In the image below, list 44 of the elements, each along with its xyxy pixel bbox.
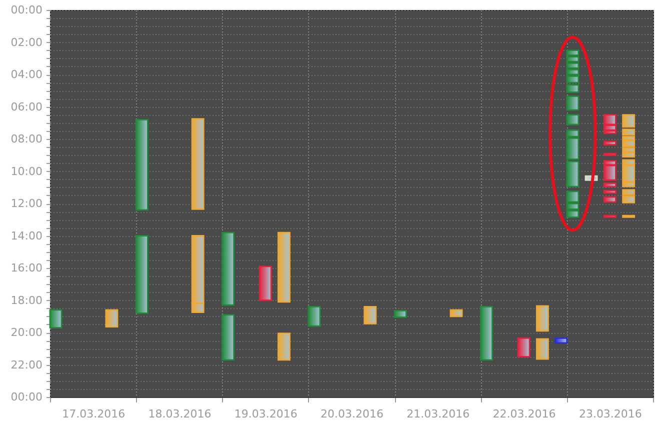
bar: [566, 96, 580, 111]
x-tick-label: 22.03.2016: [492, 408, 556, 420]
y-tick-label: 20:00: [10, 326, 42, 339]
bar: [566, 114, 580, 126]
bar: [364, 306, 377, 324]
bar: [603, 196, 616, 203]
bar: [222, 232, 235, 306]
bar: [603, 190, 616, 194]
bar: [517, 337, 530, 358]
bar: [308, 306, 321, 327]
bar: [258, 266, 272, 301]
x-tick-label: 19.03.2016: [234, 408, 298, 420]
y-tick-label: 00:00: [10, 4, 42, 16]
bar: [603, 140, 616, 146]
bar: [135, 118, 148, 211]
bar: [105, 309, 118, 328]
y-tick-label: 18:00: [10, 294, 42, 307]
bar: [450, 309, 463, 318]
y-tick-label: 16:00: [10, 262, 42, 274]
y-tick-label: 04:00: [10, 68, 42, 81]
bar: [222, 314, 235, 361]
bar: [536, 338, 549, 360]
bar: [480, 306, 493, 361]
bar: [135, 235, 148, 314]
bar: [536, 305, 549, 332]
bar: [394, 310, 407, 318]
y-tick-label: 00:00: [10, 390, 42, 404]
y-tick-label: 08:00: [10, 132, 42, 146]
x-tick-label: 18.03.2016: [148, 408, 212, 420]
bar: [191, 118, 204, 210]
y-tick-label: 12:00: [10, 197, 42, 210]
bar: [49, 309, 62, 328]
x-tick-label: 21.03.2016: [406, 408, 470, 420]
y-tick-label: 10:00: [10, 164, 42, 178]
bar: [278, 232, 290, 303]
bar: [278, 332, 290, 361]
bar: [554, 337, 568, 344]
y-tick-label: 22:00: [10, 358, 42, 372]
x-tick-label: 20.03.2016: [320, 408, 384, 420]
y-tick-label: 06:00: [10, 100, 42, 114]
x-tick-label: 17.03.2016: [62, 408, 126, 420]
y-tick-label: 02:00: [10, 36, 42, 49]
x-tick-label: 23.03.2016: [578, 408, 642, 420]
y-tick-label: 14:00: [10, 229, 42, 242]
